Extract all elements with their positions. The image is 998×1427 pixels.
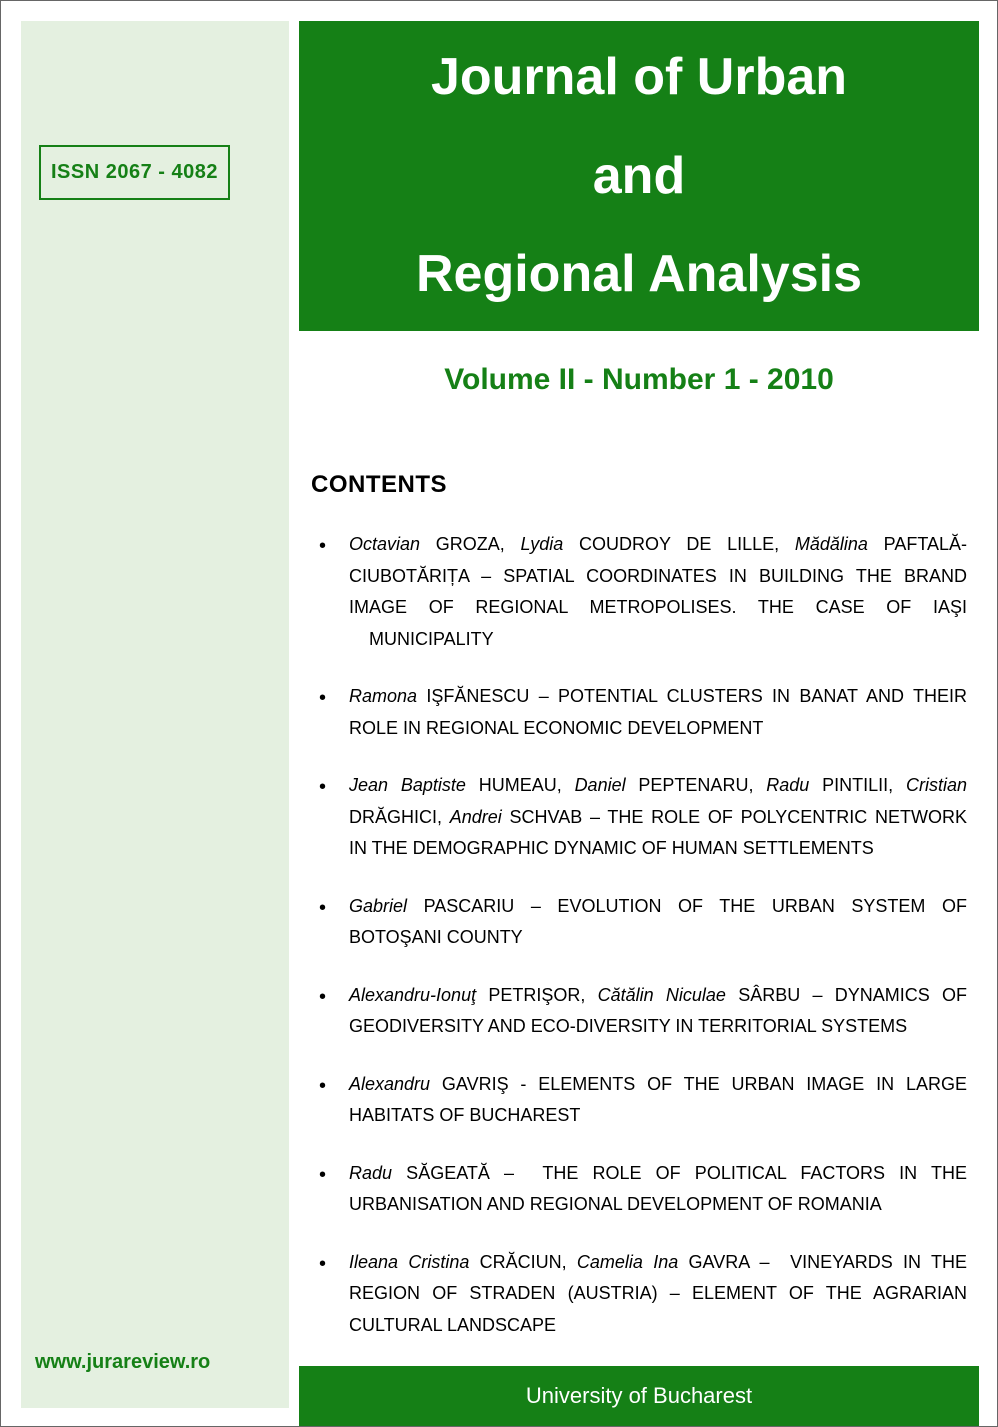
url-box: www.jurareview.ro xyxy=(21,1337,224,1388)
footer-box: University of Bucharest xyxy=(299,1366,979,1426)
contents-item: Ileana Cristina CRĂCIUN, Camelia Ina GAV… xyxy=(311,1247,967,1342)
contents-heading: CONTENTS xyxy=(311,471,967,499)
issn-label: ISSN 2067 - 4082 xyxy=(51,161,218,183)
issn-box: ISSN 2067 - 4082 xyxy=(39,145,230,200)
page-container: ISSN 2067 - 4082 www.jurareview.ro Journ… xyxy=(0,0,998,1427)
contents-section: CONTENTS Octavian GROZA, Lydia COUDROY D… xyxy=(311,471,967,1367)
title-line-2: and xyxy=(593,127,685,226)
contents-item: Alexandru-Ionuţ PETRIŞOR, Cătălin Nicula… xyxy=(311,980,967,1043)
contents-item: Alexandru GAVRIŞ - ELEMENTS OF THE URBAN… xyxy=(311,1069,967,1132)
journal-url: www.jurareview.ro xyxy=(35,1351,210,1373)
contents-item: Gabriel PASCARIU – EVOLUTION OF THE URBA… xyxy=(311,891,967,954)
contents-item: Ramona IŞFĂNESCU – POTENTIAL CLUSTERS IN… xyxy=(311,681,967,744)
journal-title-box: Journal of Urban and Regional Analysis xyxy=(299,21,979,331)
contents-item: Octavian GROZA, Lydia COUDROY DE LILLE, … xyxy=(311,529,967,655)
contents-list: Octavian GROZA, Lydia COUDROY DE LILLE, … xyxy=(311,529,967,1341)
left-panel: ISSN 2067 - 4082 www.jurareview.ro xyxy=(21,21,289,1408)
contents-item: Radu SĂGEATĂ – THE ROLE OF POLITICAL FAC… xyxy=(311,1158,967,1221)
publisher-name: University of Bucharest xyxy=(526,1383,752,1409)
contents-item: Jean Baptiste HUMEAU, Daniel PEPTENARU, … xyxy=(311,770,967,865)
title-line-1: Journal of Urban xyxy=(431,28,847,127)
title-line-3: Regional Analysis xyxy=(416,225,862,324)
volume-info: Volume II - Number 1 - 2010 xyxy=(299,363,979,397)
